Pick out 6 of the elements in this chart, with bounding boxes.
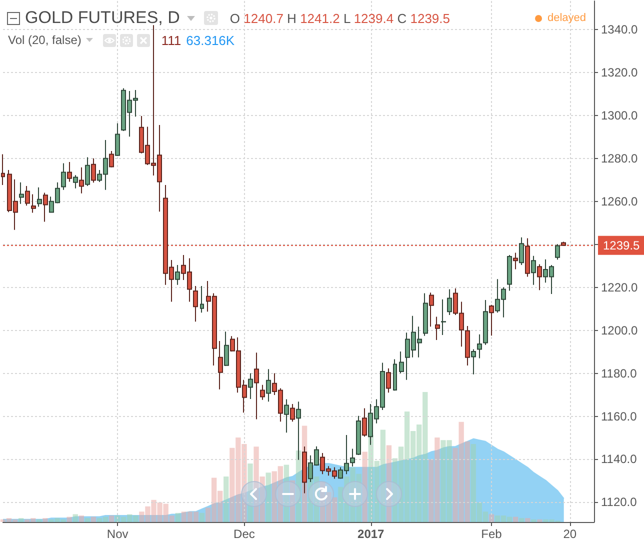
bar	[6, 518, 12, 522]
candlestick	[1, 154, 5, 186]
candlestick	[19, 182, 24, 204]
bar	[18, 518, 24, 522]
bar	[12, 519, 18, 522]
bar	[0, 519, 6, 522]
